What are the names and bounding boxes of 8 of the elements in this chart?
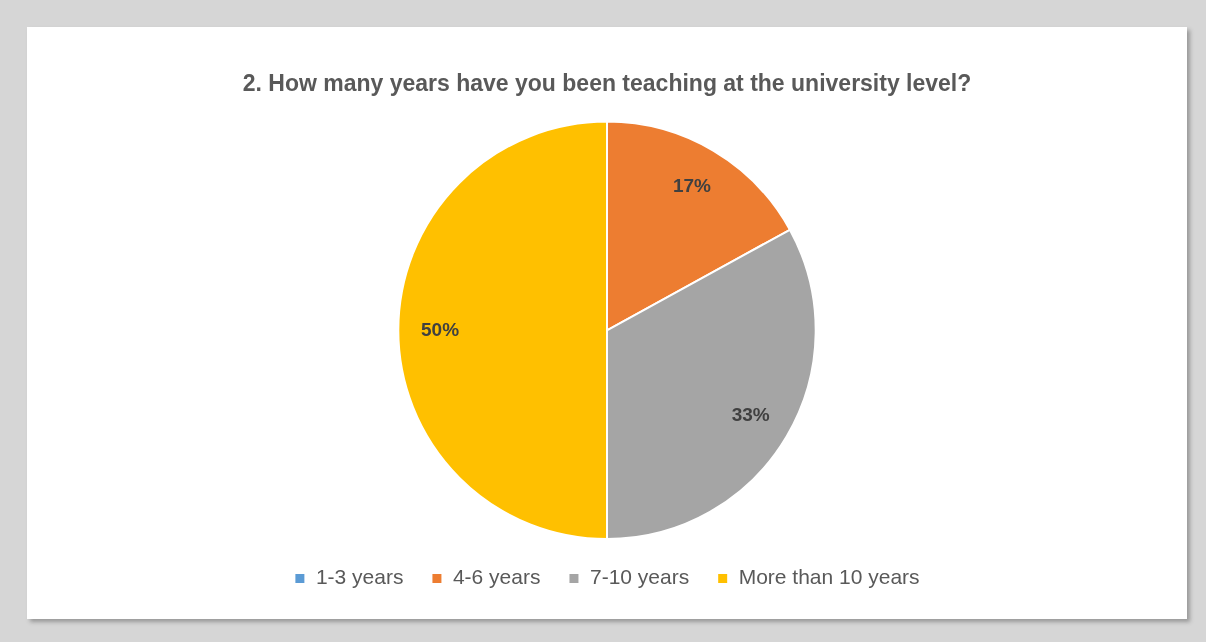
data-label: 50% xyxy=(421,318,460,340)
legend-label: More than 10 years xyxy=(738,565,920,589)
chart-title: 2. How many years have you been teaching at the university level? xyxy=(242,70,972,97)
data-label: 33% xyxy=(731,403,770,425)
data-label: 17% xyxy=(672,174,712,196)
legend-label: 7-10 years xyxy=(589,565,690,589)
legend-label: 1-3 years xyxy=(315,565,404,589)
legend-label: 4-6 years xyxy=(452,565,541,589)
